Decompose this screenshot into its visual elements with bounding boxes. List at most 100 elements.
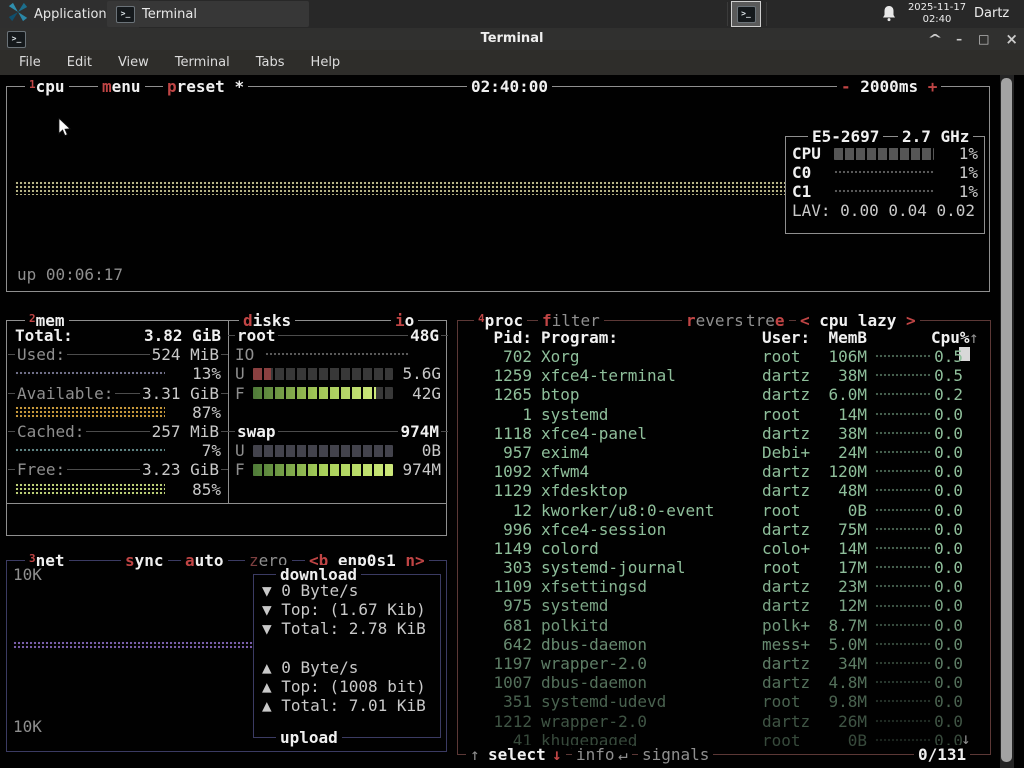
process-name: btop [541,385,580,405]
process-row[interactable]: 351 systemd-udevd root 9.8M 0.0 [466,692,966,711]
process-user: dartz [762,577,811,597]
swap-used-meter [253,444,393,457]
process-row[interactable]: 975 systemd dartz 12M 0.0 [466,596,966,615]
cpu-frequency: 2.7 GHz [898,127,974,147]
minimize-button[interactable]: – [956,32,963,46]
process-mem-graph [875,526,931,532]
sort-prev-button[interactable]: < [800,311,810,330]
taskbar-label: Terminal [142,6,197,22]
process-row[interactable]: 1118 xfce4-panel dartz 38M 0.0 [466,424,966,443]
process-mem: 8.7M [828,615,867,635]
process-cpu: 0.0 [934,442,963,462]
disk-root-name: root [235,326,278,346]
menu-toggle[interactable]: menu [98,77,145,97]
user-menu[interactable]: Dartz [974,6,1010,21]
root-free-value: 42G [412,383,441,403]
process-row[interactable]: 1092 xfwm4 dartz 120M 0.0 [466,462,966,481]
process-name: xfce4-terminal [541,366,676,386]
close-button[interactable]: × [1005,30,1018,48]
net-box-title[interactable]: 3net [25,551,69,573]
iface-next-button[interactable]: n> [405,551,425,570]
menu-edit[interactable]: Edit [66,55,92,70]
process-name: exim4 [541,442,590,462]
disks-box-title[interactable]: disks [239,311,296,331]
menu-help[interactable]: Help [310,55,341,70]
scroll-more-icon[interactable]: ↓ [961,729,971,748]
col-cpu[interactable]: Cpu% [931,328,970,347]
panel-clock[interactable]: 2025-11-17 02:40 [905,2,969,26]
process-row[interactable]: 1212 wrapper-2.0 dartz 26M 0.0 [466,712,966,731]
reverse-toggle[interactable]: reverse [682,311,758,331]
mem-free-pct: 85% [192,479,221,499]
col-user[interactable]: User: [762,328,811,347]
loadavg-value: 0.00 0.04 0.02 [840,201,976,220]
process-cpu: 0.0 [934,538,963,558]
mem-stats: Total: 3.82 GiB Used: 524 MiB 13% Availabl… [8,326,228,499]
up-speed: 0 Byte/s [281,657,359,677]
process-row[interactable]: 1149 colord colo+ 14M 0.0 [466,539,966,558]
tray-terminal-icon[interactable]: >_ [731,1,761,27]
proc-box-title[interactable]: 4proc [474,311,528,333]
info-label[interactable]: info [572,744,619,764]
terminal-scrollbar-thumb[interactable] [1001,78,1012,762]
process-mem: 38M [838,366,867,386]
preset-toggle[interactable]: preset * [163,77,249,97]
process-row[interactable]: 1197 wrapper-2.0 dartz 34M 0.0 [466,654,966,673]
sync-toggle[interactable]: sync [121,551,168,571]
process-row[interactable]: 1129 xfdesktop dartz 48M 0.0 [466,481,966,500]
process-row[interactable]: 303 systemd-journal root 17M 0.0 [466,558,966,577]
clock-time: 02:40 [922,14,952,25]
taskbar-button-terminal[interactable]: >_ Terminal [107,1,309,27]
tree-toggle[interactable]: tree [742,311,789,331]
io-toggle[interactable]: io [391,311,419,331]
process-name: systemd [541,596,609,616]
mem-box-title[interactable]: 2mem [25,311,69,333]
sort-next-button[interactable]: > [905,311,916,330]
signals-label[interactable]: signals [638,744,714,764]
menu-terminal[interactable]: Terminal [174,55,230,70]
enter-icon: ↵ [614,744,632,764]
select-label[interactable]: select [484,744,550,764]
maximize-button[interactable]: □ [978,32,990,46]
process-row[interactable]: 702 Xorg root 106M 0.5 [466,347,966,366]
menu-view[interactable]: View [117,55,149,70]
cpu-box: 1cpu menu preset * 02:40:00 - 2000ms + E… [6,77,990,292]
select-up-icon[interactable]: ↑ [466,744,484,764]
process-row[interactable]: 1 systemd root 14M 0.0 [466,405,966,424]
menu-file[interactable]: File [19,55,41,70]
menu-tabs[interactable]: Tabs [255,55,285,70]
process-cpu: 0.0 [934,692,963,712]
notification-bell-icon[interactable] [881,5,897,26]
process-row[interactable]: 1265 btop dartz 6.0M 0.2 [466,385,966,404]
process-row[interactable]: 12 kworker/u8:0-event root 0B 0.0 [466,501,966,520]
col-pid[interactable]: Pid: [493,328,532,347]
uptime: up 00:06:17 [17,265,123,284]
process-mem: 24M [838,442,867,462]
process-row[interactable]: 1007 dbus-daemon dartz 4.8M 0.0 [466,673,966,692]
process-row[interactable]: 1259 xfce4-terminal dartz 38M 0.5 [466,366,966,385]
process-pid: 642 [503,634,532,654]
select-down-icon[interactable]: ↓ [548,744,566,764]
process-user: root [762,730,801,750]
process-row[interactable]: 957 exim4 Debi+ 24M 0.0 [466,443,966,462]
cpu-box-title[interactable]: 1cpu [25,77,69,99]
process-row[interactable]: 681 polkitd polk+ 8.7M 0.0 [466,616,966,635]
shade-button[interactable]: ^ [927,32,943,46]
col-mem[interactable]: MemB [828,328,867,347]
filter-toggle[interactable]: filter [538,311,604,331]
interval-plus-button[interactable]: + [927,77,938,96]
process-pid: 681 [503,615,532,635]
process-row[interactable]: 996 xfce4-session dartz 75M 0.0 [466,520,966,539]
process-pid: 975 [503,596,532,616]
auto-toggle[interactable]: auto [181,551,228,571]
top-panel: Applications ≡ >_ Terminal >_ 2025-11-17… [0,0,1024,28]
proc-scroll-indicator[interactable] [959,347,970,361]
process-user: dartz [762,654,811,673]
process-pid: 351 [503,692,532,712]
process-row[interactable]: 1109 xfsettingsd dartz 23M 0.0 [466,577,966,596]
process-name: xfsettingsd [541,577,647,597]
interval-minus-button[interactable]: - [841,77,851,96]
process-row[interactable]: 642 dbus-daemon mess+ 5.0M 0.0 [466,635,966,654]
window-titlebar[interactable]: >_ Terminal ^ – □ × [0,28,1024,50]
col-program[interactable]: Program: [541,328,619,347]
